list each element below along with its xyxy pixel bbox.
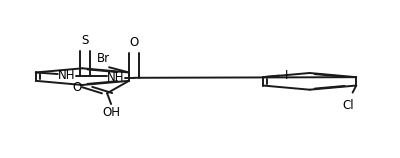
Text: O: O — [129, 36, 138, 49]
Text: NH: NH — [58, 69, 76, 82]
Text: O: O — [73, 81, 82, 94]
Text: NH: NH — [107, 71, 125, 84]
Text: I: I — [285, 69, 288, 82]
Text: Br: Br — [96, 52, 110, 65]
Text: S: S — [81, 34, 88, 47]
Text: Cl: Cl — [342, 99, 354, 112]
Text: OH: OH — [102, 106, 120, 119]
